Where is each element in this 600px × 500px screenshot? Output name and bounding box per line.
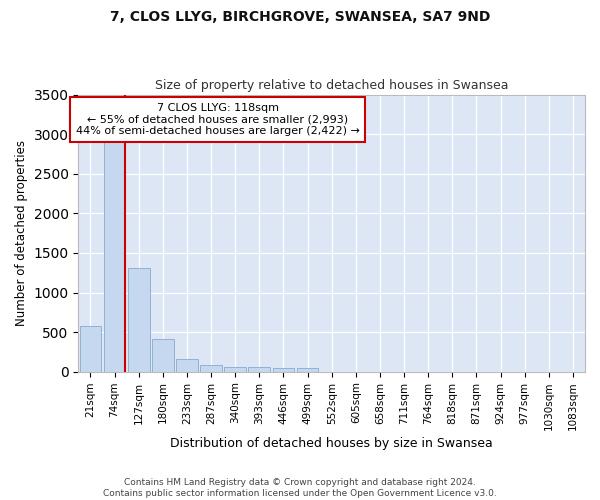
- Text: 7 CLOS LLYG: 118sqm
← 55% of detached houses are smaller (2,993)
44% of semi-det: 7 CLOS LLYG: 118sqm ← 55% of detached ho…: [76, 103, 359, 136]
- Bar: [176, 358, 198, 372]
- Bar: [104, 142, 125, 372]
- X-axis label: Distribution of detached houses by size in Swansea: Distribution of detached houses by size …: [170, 437, 493, 450]
- Bar: [224, 368, 246, 372]
- Bar: [80, 326, 101, 372]
- Bar: [128, 268, 149, 372]
- Text: 7, CLOS LLYG, BIRCHGROVE, SWANSEA, SA7 9ND: 7, CLOS LLYG, BIRCHGROVE, SWANSEA, SA7 9…: [110, 10, 490, 24]
- Y-axis label: Number of detached properties: Number of detached properties: [15, 140, 28, 326]
- Bar: [297, 368, 319, 372]
- Text: Contains HM Land Registry data © Crown copyright and database right 2024.
Contai: Contains HM Land Registry data © Crown c…: [103, 478, 497, 498]
- Bar: [200, 366, 222, 372]
- Bar: [152, 339, 173, 372]
- Bar: [248, 368, 270, 372]
- Title: Size of property relative to detached houses in Swansea: Size of property relative to detached ho…: [155, 79, 508, 92]
- Bar: [272, 368, 295, 372]
